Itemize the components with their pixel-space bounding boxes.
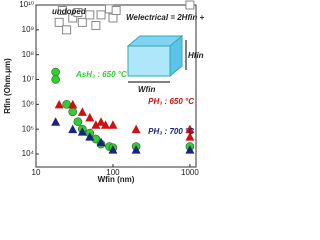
x-tick-label: 10 [32,168,41,177]
point [73,117,83,127]
point [85,112,95,122]
point [77,107,87,116]
point [96,137,106,147]
y-tick-label: 10⁴ [22,149,35,158]
y-tick-label: 10⁷ [22,75,34,84]
point [96,117,106,126]
y-tick-label: 10⁸ [22,50,34,59]
point [57,6,67,16]
y-axis-title: Rfin (Ohm.μm) [3,58,12,114]
point [111,6,121,16]
series-label: PH₃ : 700 °C [148,127,194,136]
point [77,17,87,27]
point [96,10,106,20]
point [185,132,195,141]
point [85,10,95,20]
point [68,124,78,134]
point [51,75,60,84]
point [54,17,64,27]
point [73,7,83,17]
diagram-label: Wfin [138,85,155,94]
y-tick-label: 10⁶ [22,99,34,108]
fin-diagram [126,34,187,83]
y-tick-label: 10⁵ [22,124,34,133]
point [108,13,118,23]
diagram-label: Hfin [188,51,204,60]
y-tick-label: 10¹⁰ [19,0,34,9]
x-tick-label: 100 [106,168,120,177]
point [131,124,141,134]
point [54,99,64,109]
point [91,20,101,30]
y-tick-label: 10⁹ [22,25,34,34]
point [51,117,61,126]
point [62,25,72,35]
point [68,107,78,117]
point [68,13,78,23]
point [185,124,195,134]
chart: Welectrical = 2Hfin + Wfin Hfin Wfin Wfi… [3,0,206,184]
plot-frame [35,4,197,168]
point [77,127,87,136]
series-label: AsH₃ : 650 °C [75,70,127,79]
series-label: PH₃ : 650 °C [148,97,194,106]
point [91,120,101,129]
point [68,99,78,109]
series-label: undoped [52,7,87,16]
point [85,132,95,141]
point [51,67,60,77]
x-tick-label: 1000 [181,168,199,177]
point [100,120,110,129]
point [131,145,141,154]
point [185,0,195,10]
point [108,120,118,129]
x-axis-title: Wfin (nm) [98,175,135,184]
formula: Welectrical = 2Hfin + Wfin [126,13,206,22]
point [108,145,118,154]
point [185,145,195,154]
